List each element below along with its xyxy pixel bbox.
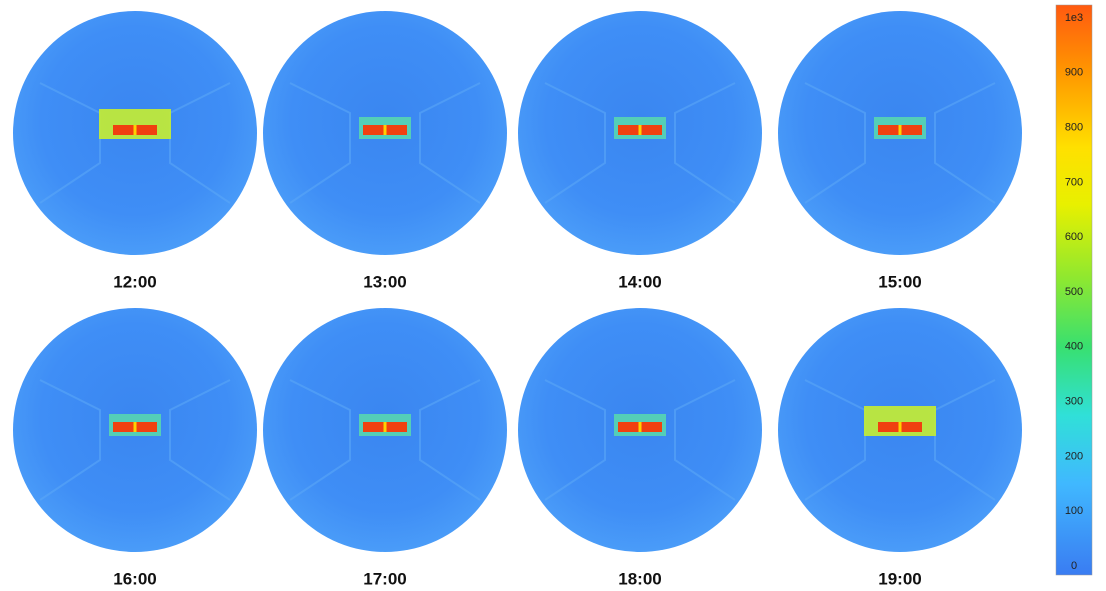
colorbar-label: 300 — [1065, 396, 1083, 408]
panel-label: 12:00 — [113, 272, 156, 291]
colorbar-labels: 1e3 900 800 700 600 500 400 300 200 100 0 — [1065, 12, 1083, 572]
panel: 16:00 — [13, 308, 257, 588]
colorbar — [1055, 4, 1093, 576]
panel-label: 15:00 — [878, 272, 921, 291]
panel: 13:00 — [263, 11, 507, 291]
colorbar-label: 900 — [1065, 67, 1083, 79]
panel-label: 13:00 — [363, 272, 406, 291]
colorbar-label: 200 — [1065, 450, 1083, 462]
room-edge — [289, 82, 481, 204]
colorbar-label: 100 — [1065, 505, 1083, 517]
colorbar-label: 800 — [1065, 122, 1083, 134]
panel-label: 14:00 — [618, 272, 661, 291]
colorbar-label: 1e3 — [1065, 12, 1083, 24]
colorbar-label: 700 — [1065, 176, 1083, 188]
room-edge — [804, 82, 996, 204]
colorbar-label: 500 — [1065, 286, 1083, 298]
panel: 12:00 — [13, 11, 257, 291]
colorbar-label: 0 — [1071, 560, 1077, 572]
panels: 12:00 13:00 14:00 15:00 16:00 17:00 18:00 19:00 — [13, 11, 1022, 588]
panel-label: 19:00 — [878, 569, 921, 588]
room-edge — [289, 379, 481, 501]
panel-label: 17:00 — [363, 569, 406, 588]
colorbar-label: 400 — [1065, 341, 1083, 353]
panel: 18:00 — [518, 308, 762, 588]
panel-label: 18:00 — [618, 569, 661, 588]
room-edge — [39, 379, 231, 501]
panel-label: 16:00 — [113, 569, 156, 588]
room-edge — [544, 379, 736, 501]
panel: 14:00 — [518, 11, 762, 291]
panel: 17:00 — [263, 308, 507, 588]
panel: 15:00 — [778, 11, 1022, 291]
panel: 19:00 — [778, 308, 1022, 588]
room-edge — [544, 82, 736, 204]
colorbar-label: 600 — [1065, 231, 1083, 243]
